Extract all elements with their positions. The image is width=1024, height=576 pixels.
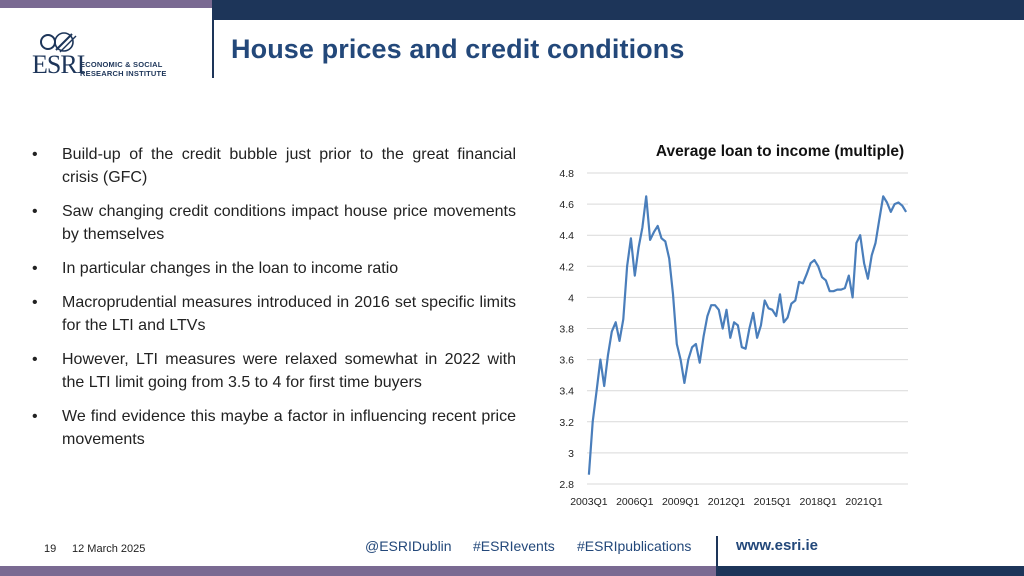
bullet-item: • In particular changes in the loan to in… xyxy=(32,257,516,280)
bullet-marker: • xyxy=(32,408,38,425)
website-link[interactable]: www.esri.ie xyxy=(736,537,818,554)
bullet-text: Macroprudential measures introduced in 2… xyxy=(62,294,516,334)
bullet-marker: • xyxy=(32,294,38,311)
y-tick-label: 4.2 xyxy=(559,261,574,273)
twitter-handle-link[interactable]: @ESRIDublin xyxy=(365,538,452,554)
logo-abbrev: ESRI xyxy=(32,50,85,79)
y-tick-label: 4.8 xyxy=(559,168,574,180)
y-tick-label: 3 xyxy=(568,448,574,460)
x-tick-label: 2021Q1 xyxy=(845,496,883,508)
logo-name: ECONOMIC & SOCIAL RESEARCH INSTITUTE xyxy=(80,60,167,78)
bullet-text: Build-up of the credit bubble just prior… xyxy=(62,146,516,186)
bullet-item: • Saw changing credit conditions impact h… xyxy=(32,200,516,246)
y-tick-label: 4.4 xyxy=(559,230,574,242)
footer-divider xyxy=(716,536,718,566)
bullet-item: • However, LTI measures were relaxed some… xyxy=(32,348,516,394)
y-tick-label: 3.4 xyxy=(559,386,574,398)
x-tick-label: 2015Q1 xyxy=(754,496,792,508)
hashtag-events-link[interactable]: #ESRIevents xyxy=(473,538,555,554)
x-tick-label: 2003Q1 xyxy=(570,496,608,508)
y-tick-label: 4.6 xyxy=(559,199,574,211)
bullet-text: However, LTI measures were relaxed somew… xyxy=(62,351,516,391)
logo-line-1: ECONOMIC & SOCIAL xyxy=(80,60,163,69)
bullet-list: • Build-up of the credit bubble just prio… xyxy=(32,143,516,462)
y-tick-label: 3.2 xyxy=(559,417,574,429)
y-tick-label: 3.6 xyxy=(559,355,574,367)
bullet-item: • Build-up of the credit bubble just prio… xyxy=(32,143,516,189)
footer-navy-bar xyxy=(716,566,1024,576)
bullet-marker: • xyxy=(32,203,38,220)
bullet-item: • Macroprudential measures introduced in … xyxy=(32,291,516,337)
chart-title: Average loan to income (multiple) xyxy=(655,143,905,160)
top-accent-bar xyxy=(0,0,212,8)
series-line xyxy=(587,195,908,475)
bullet-marker: • xyxy=(32,146,38,163)
logo-line-2: RESEARCH INSTITUTE xyxy=(80,69,167,78)
y-tick-label: 2.8 xyxy=(559,479,574,491)
bullet-marker: • xyxy=(32,351,38,368)
top-header-bar xyxy=(212,0,1024,20)
x-tick-label: 2012Q1 xyxy=(708,496,746,508)
footer-date: 12 March 2025 xyxy=(72,543,146,555)
bullet-item: • We find evidence this maybe a factor in… xyxy=(32,405,516,451)
logo-emblem-icon xyxy=(40,32,77,53)
loan-to-income-chart: 2.8 3 3.2 3.4 3.6 3.8 4 4.2 4.4 4.6 4.8 2003Q1 2006… xyxy=(559,168,908,508)
y-tick-label: 4 xyxy=(568,292,574,304)
chart-x-axis: 2003Q1 2006Q1 2009Q1 2012Q1 2015Q1 2018Q1 2021… xyxy=(570,496,883,508)
x-tick-label: 2006Q1 xyxy=(616,496,654,508)
bullet-text: In particular changes in the loan to inc… xyxy=(62,260,399,277)
page-title: House prices and credit conditions xyxy=(231,34,685,64)
header-divider xyxy=(212,20,214,78)
chart-gridlines xyxy=(587,172,908,485)
footer-accent-bar xyxy=(0,566,716,576)
page-number: 19 xyxy=(44,543,57,555)
y-tick-label: 3.8 xyxy=(559,324,574,336)
x-tick-label: 2009Q1 xyxy=(662,496,700,508)
chart-y-axis: 2.8 3 3.2 3.4 3.6 3.8 4 4.2 4.4 4.6 4.8 xyxy=(559,168,574,491)
bullet-marker: • xyxy=(32,260,38,277)
bullet-text: We find evidence this maybe a factor in … xyxy=(62,408,516,448)
bullet-text: Saw changing credit conditions impact ho… xyxy=(62,203,516,243)
hashtag-publications-link[interactable]: #ESRIpublications xyxy=(577,538,692,554)
x-tick-label: 2018Q1 xyxy=(800,496,838,508)
esri-logo: ESRI ECONOMIC & SOCIAL RESEARCH INSTITUT… xyxy=(30,30,210,82)
